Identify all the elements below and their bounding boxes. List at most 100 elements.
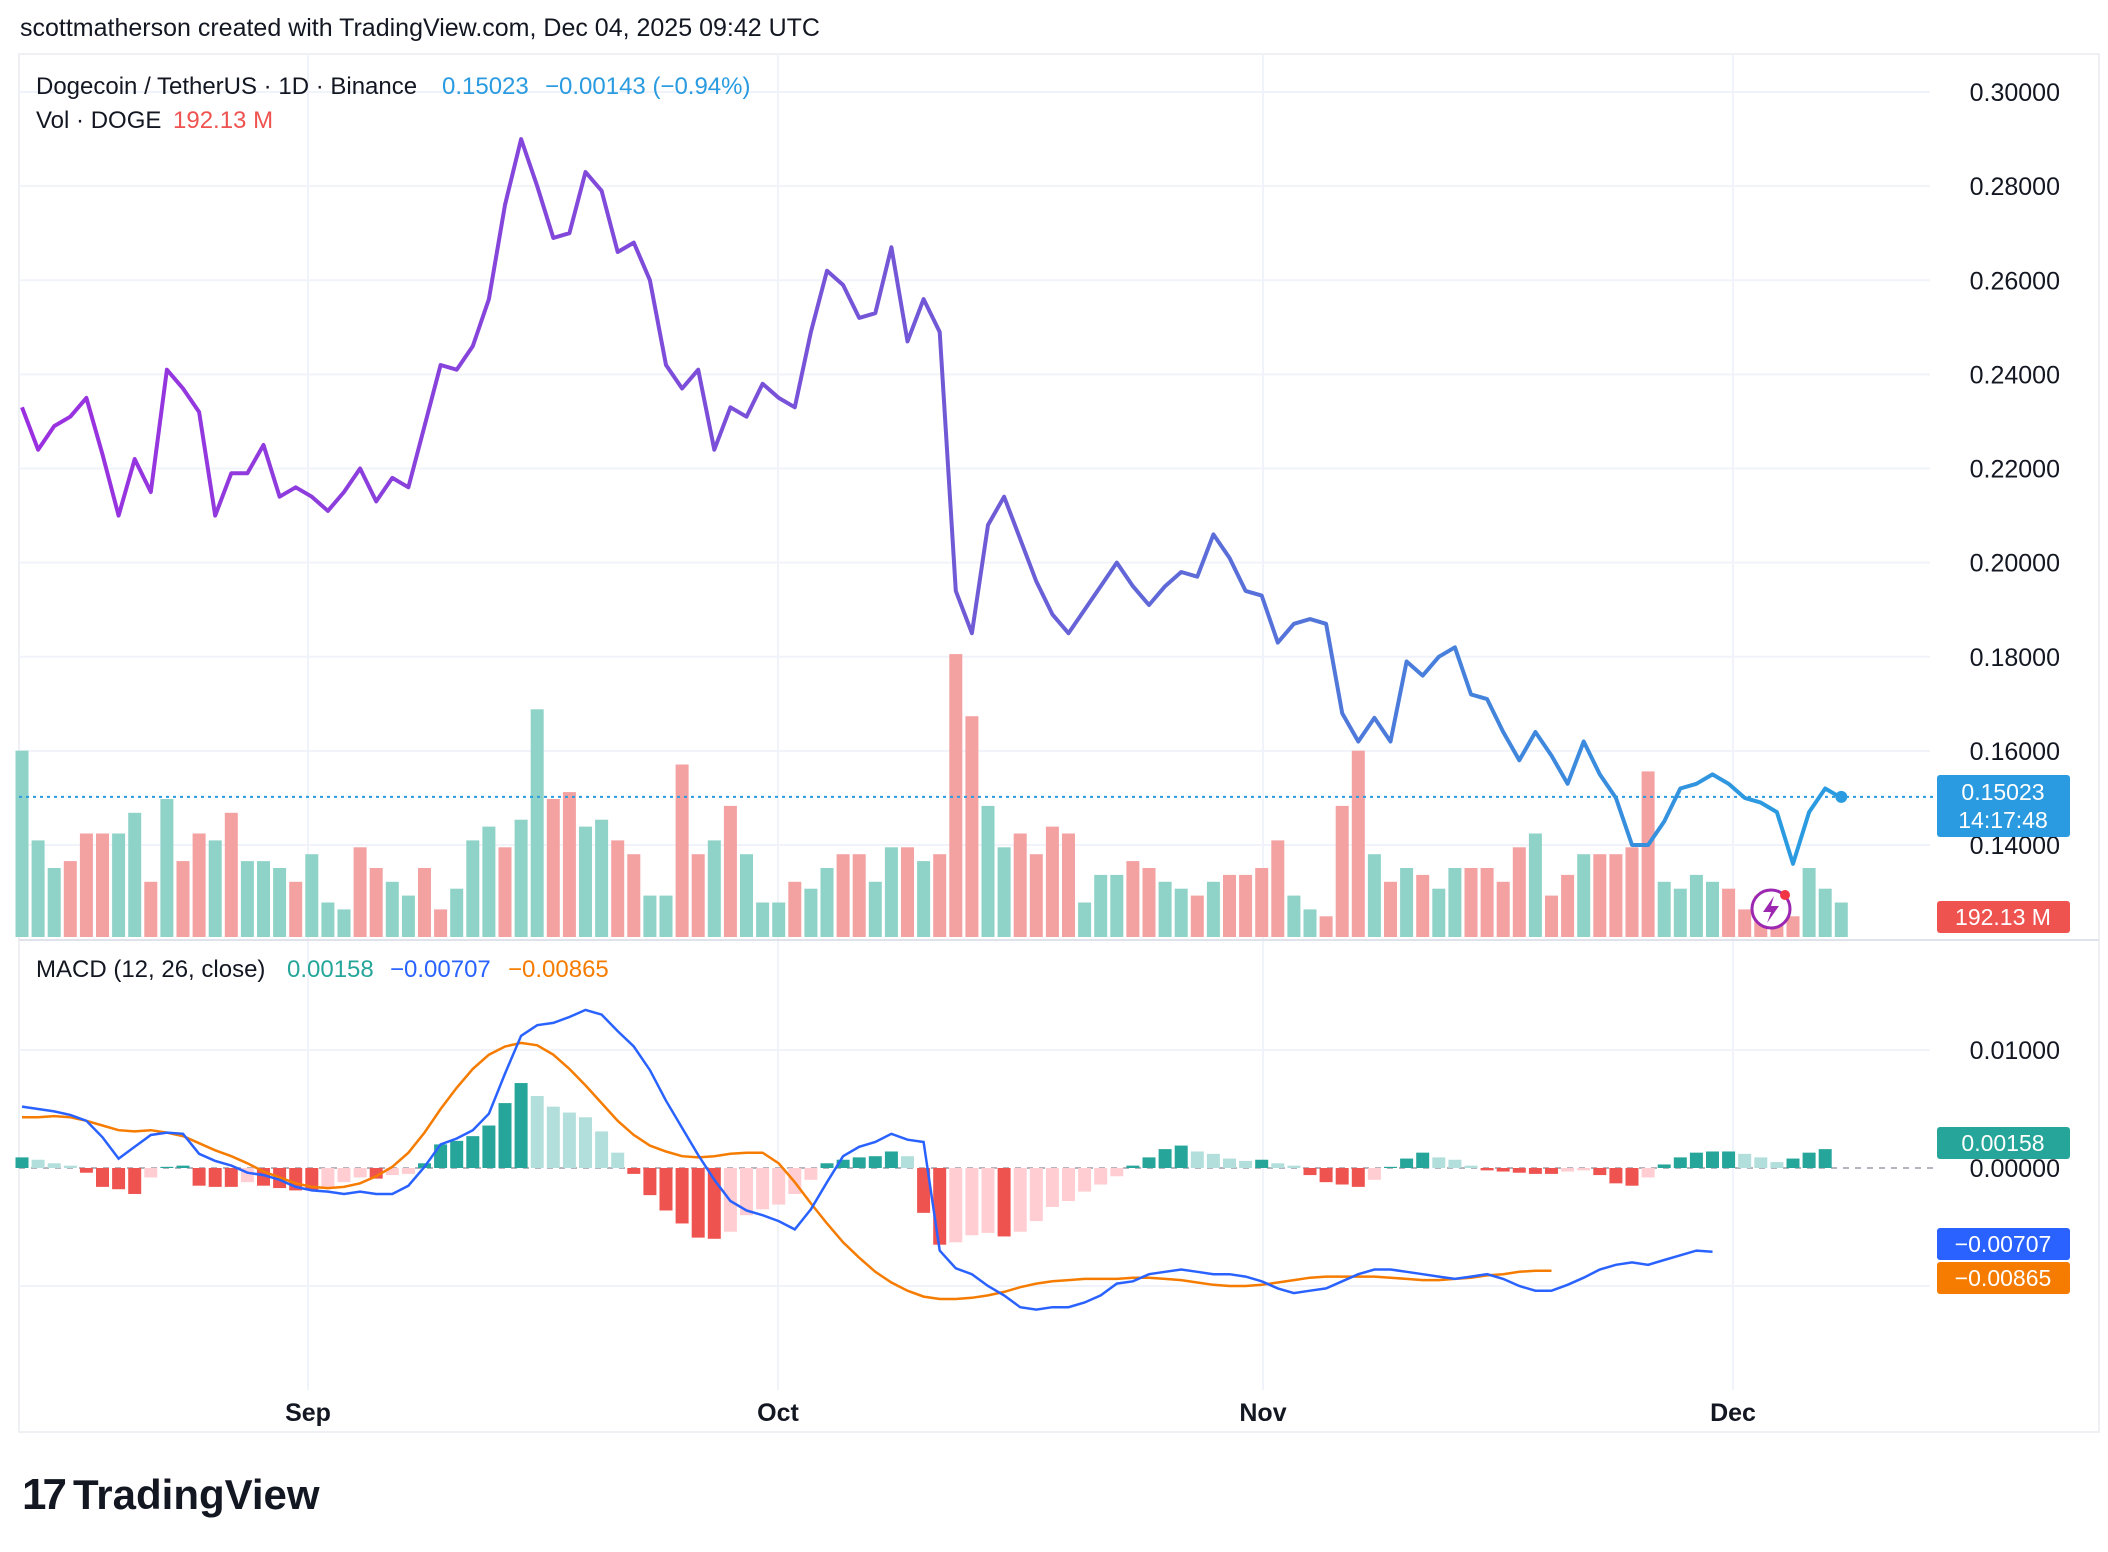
- volume-bar: [1722, 888, 1736, 937]
- volume-bar: [965, 716, 979, 937]
- histogram-bar: [63, 1165, 77, 1168]
- histogram-bar: [1561, 1168, 1575, 1172]
- volume-bar: [498, 847, 512, 937]
- histogram-bar: [1657, 1164, 1671, 1168]
- price-axis: 0.30000 0.28000 0.26000 0.24000 0.22000 0.200…: [1970, 79, 2060, 860]
- volume-bar: [1834, 902, 1848, 937]
- histogram-bar: [1512, 1168, 1526, 1173]
- volume-bar: [1738, 909, 1752, 937]
- histogram-bar: [949, 1168, 963, 1243]
- change-value: −0.00143 (−0.94%): [545, 73, 751, 100]
- histogram-bar: [15, 1157, 29, 1168]
- histogram-bar: [337, 1168, 351, 1183]
- signal-badge-value: −0.00865: [1955, 1265, 2052, 1291]
- tradingview-wordmark: TradingView: [72, 1471, 320, 1518]
- volume-badge: 192.13 M: [1937, 901, 2070, 933]
- volume-bar: [804, 888, 818, 937]
- tradingview-logo-icon: 17: [22, 1470, 67, 1519]
- volume-bar: [530, 709, 544, 937]
- volume-bar: [707, 840, 721, 937]
- volume-bar: [1190, 895, 1204, 937]
- macd-badge-value: −0.00707: [1955, 1231, 2052, 1257]
- volume-bar: [1078, 902, 1092, 937]
- volume-bar: [1464, 868, 1478, 937]
- histogram-bar: [1384, 1166, 1397, 1168]
- volume-bar: [546, 799, 560, 937]
- last-value: 0.15023: [442, 73, 529, 100]
- histogram-bar: [96, 1168, 109, 1187]
- volume-bar: [659, 895, 673, 937]
- volume-bar: [257, 861, 270, 937]
- volume-bar: [1158, 881, 1172, 937]
- histogram-bar: [514, 1083, 528, 1168]
- hist-badge: 0.00158: [1937, 1127, 2070, 1159]
- volume-bar: [1625, 847, 1639, 937]
- volume-bar: [1400, 868, 1414, 937]
- histogram-bar: [804, 1168, 818, 1180]
- volume-bar: [1013, 833, 1027, 937]
- price-tick-label: 0.26000: [1970, 267, 2060, 295]
- volume-bar: [740, 854, 753, 937]
- histogram-bar: [482, 1125, 496, 1168]
- histogram-bar: [546, 1106, 560, 1168]
- legend-price: Dogecoin / TetherUS · 1D · Binance 0.150…: [36, 73, 751, 134]
- time-tick-label: Dec: [1710, 1399, 1756, 1427]
- histogram-bar: [530, 1096, 544, 1168]
- volume-bar: [933, 854, 947, 937]
- volume-bar: [176, 861, 190, 937]
- histogram-bar: [144, 1168, 158, 1178]
- histogram-bar: [1480, 1168, 1494, 1171]
- histogram-bar: [691, 1168, 705, 1238]
- volume-bar: [353, 847, 367, 937]
- histogram-bar: [756, 1168, 770, 1210]
- histogram-bar: [933, 1168, 947, 1245]
- price-tick-label: 0.20000: [1970, 550, 2060, 578]
- volume-bar: [450, 888, 464, 937]
- volume-bar: [643, 895, 657, 937]
- volume-bar: [1271, 840, 1285, 937]
- macd-label: MACD (12, 26, close): [36, 956, 265, 983]
- volume-bar: [1512, 847, 1526, 937]
- histogram-bar: [1142, 1157, 1156, 1168]
- histogram-bar: [128, 1168, 142, 1194]
- volume-bar: [1126, 861, 1140, 937]
- histogram-bar: [1818, 1149, 1832, 1168]
- volume-bar: [917, 861, 931, 937]
- volume-bar: [1496, 881, 1510, 937]
- histogram-bar: [820, 1163, 834, 1168]
- histogram-bar: [1770, 1162, 1784, 1168]
- volume-bar: [756, 902, 770, 937]
- volume-bar: [1561, 874, 1575, 937]
- histogram-bar: [1528, 1168, 1542, 1174]
- time-tick-label: Nov: [1239, 1399, 1286, 1427]
- volume-bar: [160, 799, 174, 937]
- histogram-bar: [1255, 1159, 1269, 1168]
- histogram-bar: [1689, 1152, 1703, 1168]
- histogram-bar: [1223, 1158, 1236, 1168]
- volume-bar: [901, 847, 914, 937]
- volume-bar: [47, 868, 61, 937]
- volume-bar: [321, 902, 335, 937]
- volume-bar: [369, 868, 383, 937]
- signal-badge: −0.00865: [1937, 1262, 2070, 1294]
- volume-bar: [949, 654, 963, 937]
- histogram-bar: [579, 1117, 592, 1168]
- volume-bar: [691, 854, 705, 937]
- histogram-bar: [401, 1168, 415, 1174]
- histogram-bar: [1545, 1168, 1558, 1174]
- price-tick-label: 0.30000: [1970, 79, 2060, 107]
- volume-bar: [466, 840, 480, 937]
- histogram-bar: [627, 1168, 641, 1174]
- grid-lines: [19, 54, 1930, 1390]
- volume-bar: [1384, 881, 1397, 937]
- histogram-bar: [1802, 1152, 1816, 1168]
- volume-bar: [1657, 881, 1671, 937]
- histogram-bar: [1754, 1157, 1768, 1168]
- flash-icon[interactable]: [1750, 888, 1792, 930]
- volume-bar: [1303, 909, 1317, 937]
- signal-line: [22, 1041, 1552, 1301]
- volume-bar: [579, 826, 592, 937]
- macd-histogram: [15, 1083, 1832, 1245]
- price-tick-label: 0.22000: [1970, 456, 2060, 484]
